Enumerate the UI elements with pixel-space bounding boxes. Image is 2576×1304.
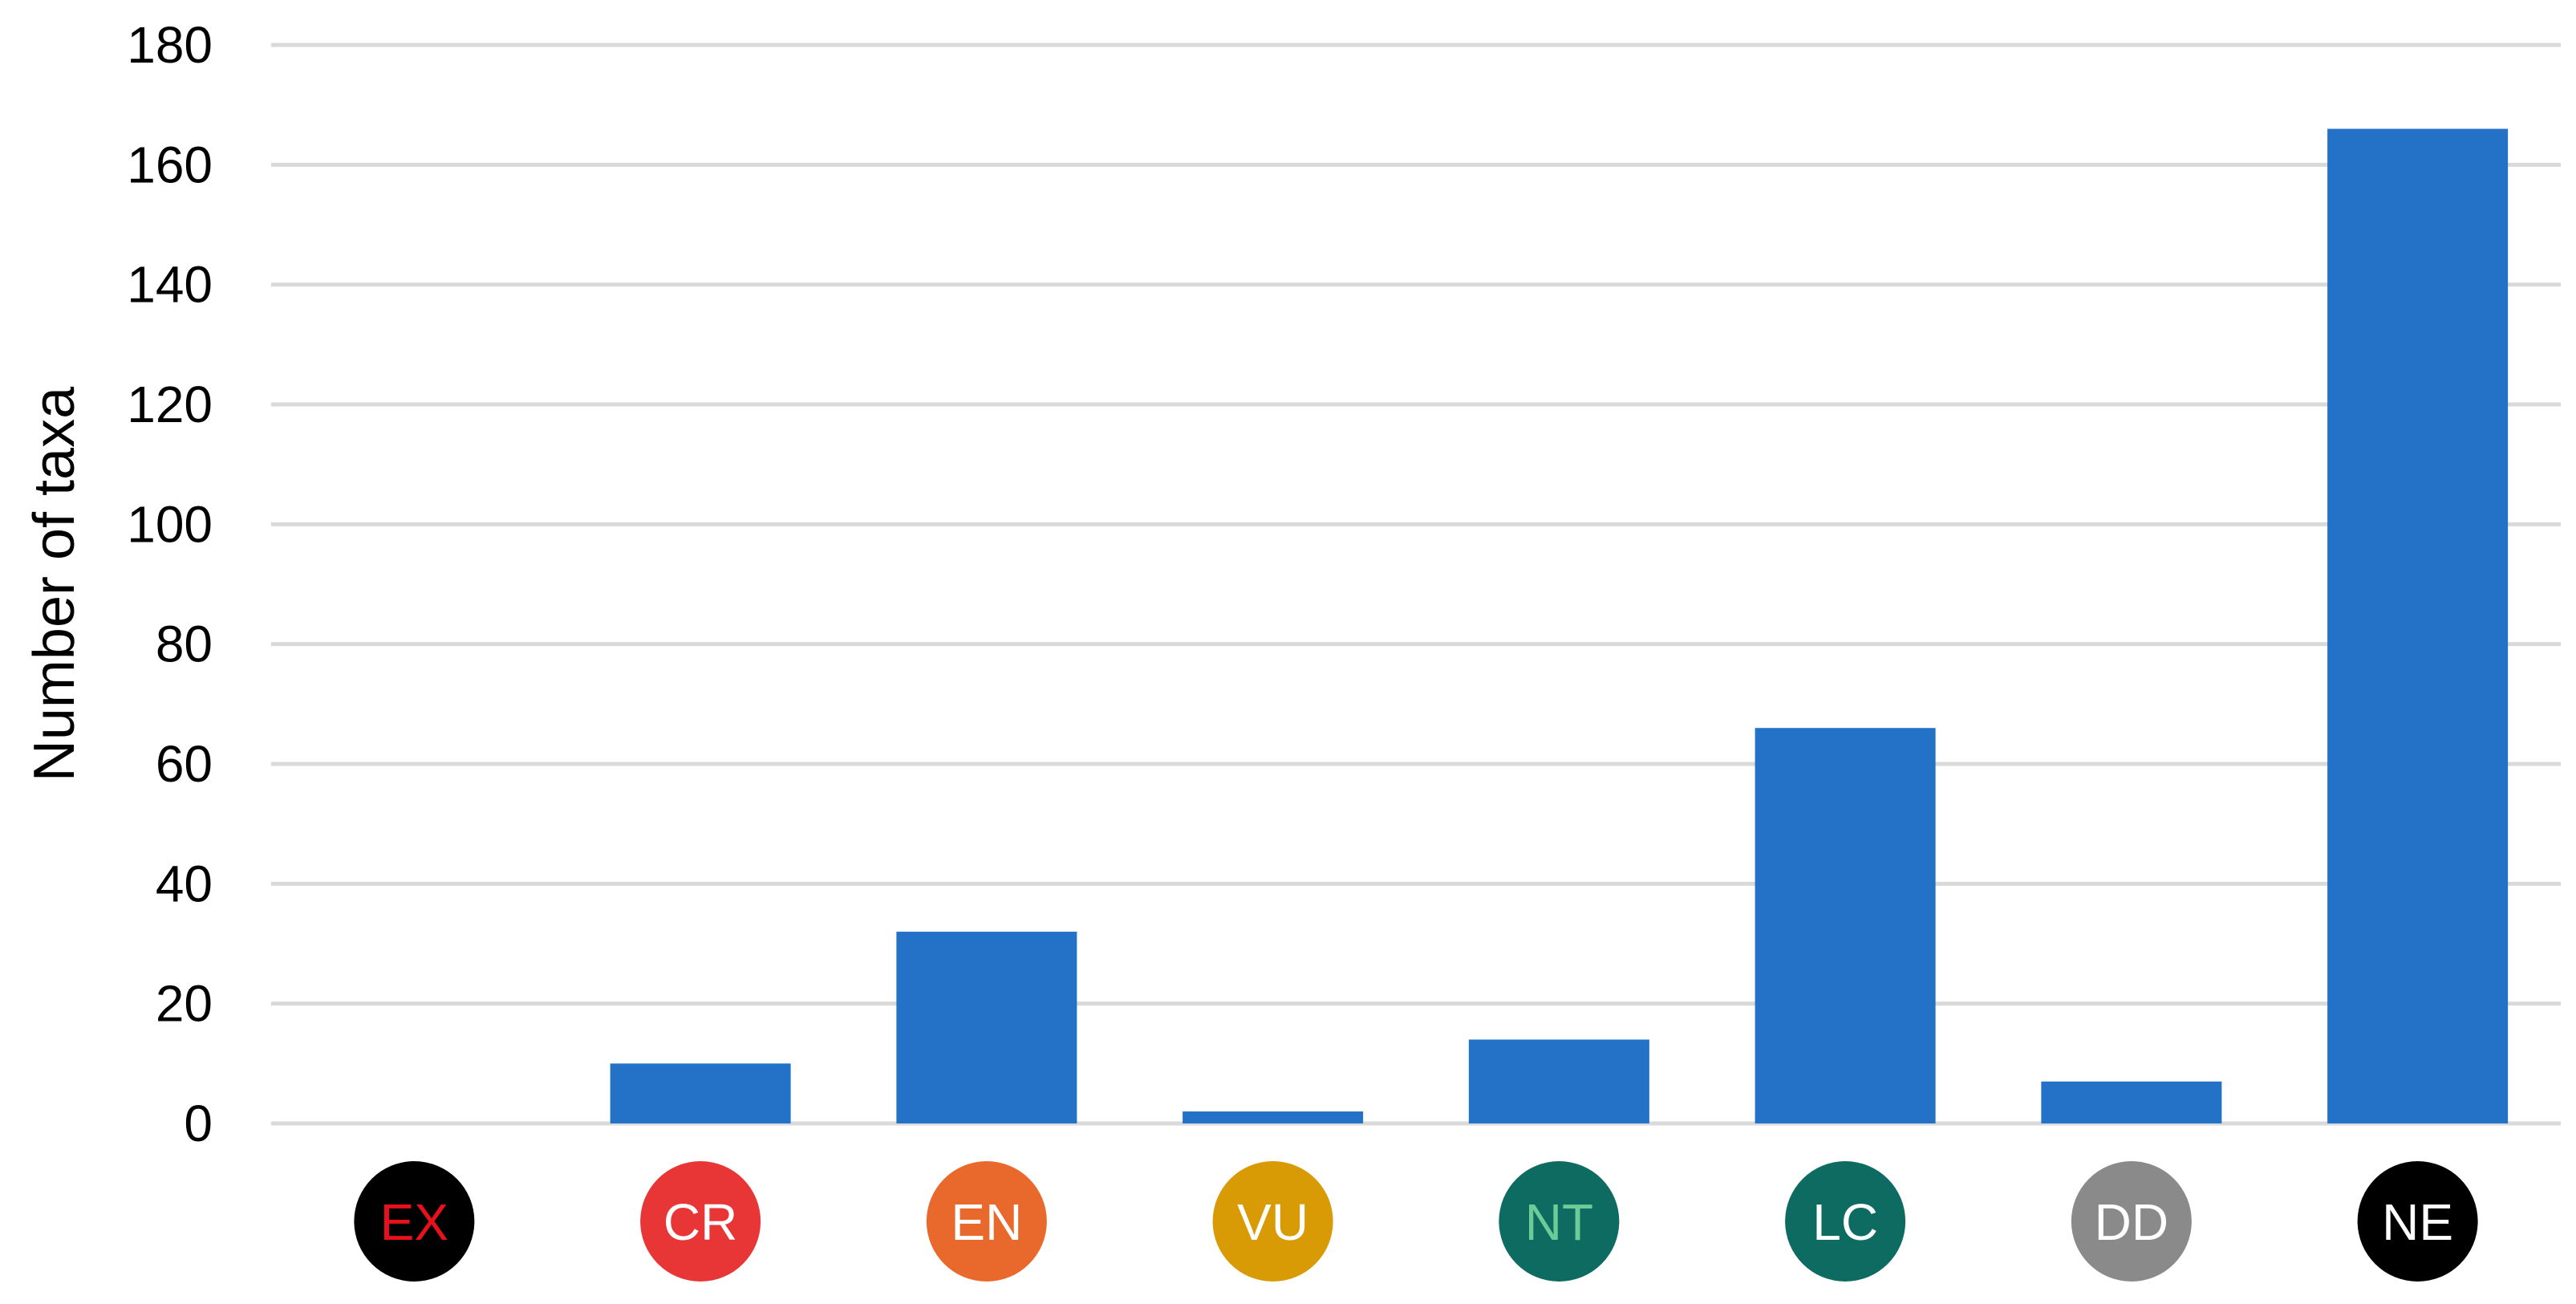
bar-nt bbox=[1468, 1039, 1649, 1123]
bar-lc bbox=[1755, 728, 1936, 1123]
badge-lc: LC bbox=[1785, 1161, 1906, 1282]
x-tick-label: NT bbox=[1525, 1193, 1593, 1251]
badge-circle bbox=[2071, 1161, 2192, 1282]
y-tick-label: 80 bbox=[156, 615, 213, 673]
y-tick-label: 20 bbox=[156, 975, 213, 1033]
y-tick-label: 140 bbox=[127, 256, 213, 314]
badge-circle bbox=[1785, 1161, 1906, 1282]
badge-nt: NT bbox=[1499, 1161, 1620, 1282]
x-tick-label: VU bbox=[1237, 1193, 1308, 1251]
bar-vu bbox=[1183, 1111, 1364, 1123]
y-tick-label: 120 bbox=[127, 376, 213, 433]
y-tick-label: 60 bbox=[156, 735, 213, 793]
badge-en: EN bbox=[926, 1161, 1047, 1282]
bar-en bbox=[896, 932, 1077, 1123]
badge-circle bbox=[2357, 1161, 2478, 1282]
x-tick-label: EX bbox=[380, 1193, 448, 1251]
category-badges: EX CR EN VU NT LC DD NE bbox=[354, 1161, 2478, 1282]
gridlines bbox=[271, 43, 2561, 1126]
y-axis-title: Number of taxa bbox=[22, 386, 87, 782]
bar-dd bbox=[2041, 1081, 2222, 1123]
x-tick-label: NE bbox=[2382, 1193, 2453, 1251]
y-axis-ticks: 0 20 40 60 80 100 120 140 160 180 bbox=[127, 16, 213, 1152]
bar-cr bbox=[610, 1063, 791, 1123]
badge-dd: DD bbox=[2071, 1161, 2192, 1282]
y-tick-label: 180 bbox=[127, 16, 213, 74]
x-tick-label: CR bbox=[663, 1193, 737, 1251]
badge-circle bbox=[354, 1161, 475, 1282]
x-tick-label: LC bbox=[1812, 1193, 1878, 1251]
y-tick-label: 160 bbox=[127, 136, 213, 193]
x-tick-label: DD bbox=[2095, 1193, 2168, 1251]
badge-vu: VU bbox=[1212, 1161, 1333, 1282]
badge-circle bbox=[640, 1161, 761, 1282]
y-tick-label: 0 bbox=[184, 1095, 213, 1152]
badge-circle bbox=[1499, 1161, 1620, 1282]
bars bbox=[610, 128, 2509, 1124]
badge-ne: NE bbox=[2357, 1161, 2478, 1282]
y-tick-label: 40 bbox=[156, 855, 213, 912]
badge-ex: EX bbox=[354, 1161, 475, 1282]
badge-circle bbox=[1212, 1161, 1333, 1282]
badge-circle bbox=[926, 1161, 1047, 1282]
badge-cr: CR bbox=[640, 1161, 761, 1282]
bar-ne bbox=[2327, 128, 2509, 1124]
x-tick-label: EN bbox=[951, 1193, 1022, 1251]
y-tick-label: 100 bbox=[127, 495, 213, 553]
